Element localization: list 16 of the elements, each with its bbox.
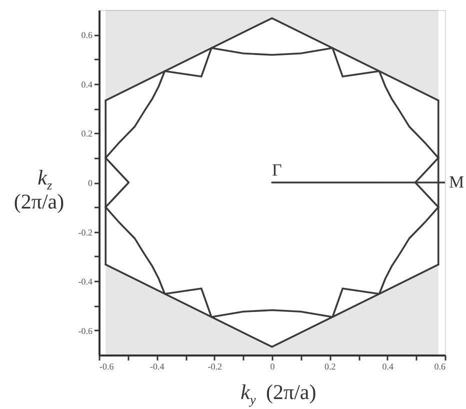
y-tick-label: 0.2 [81, 128, 92, 139]
x-tick-label: 0.2 [324, 362, 336, 372]
y-tick-label: 0.4 [81, 79, 93, 90]
y-tick-label: -0.4 [78, 276, 93, 287]
x-tick-label: -0.6 [100, 362, 114, 372]
x-tick-label: 0 [270, 362, 276, 372]
annotation: Γ [272, 160, 282, 180]
y-tick-label: 0 [88, 178, 93, 188]
x-tick-label: 0.4 [382, 362, 394, 372]
annotation: M [449, 172, 464, 192]
y-tick-label: 0.6 [81, 30, 93, 40]
x-tick-label: -0.2 [208, 362, 222, 372]
x-tick-label: -0.4 [150, 362, 165, 372]
y-tick-label: -0.2 [78, 227, 92, 238]
y-tick-label: -0.6 [78, 326, 93, 336]
x-tick-label: 0.6 [434, 362, 446, 372]
